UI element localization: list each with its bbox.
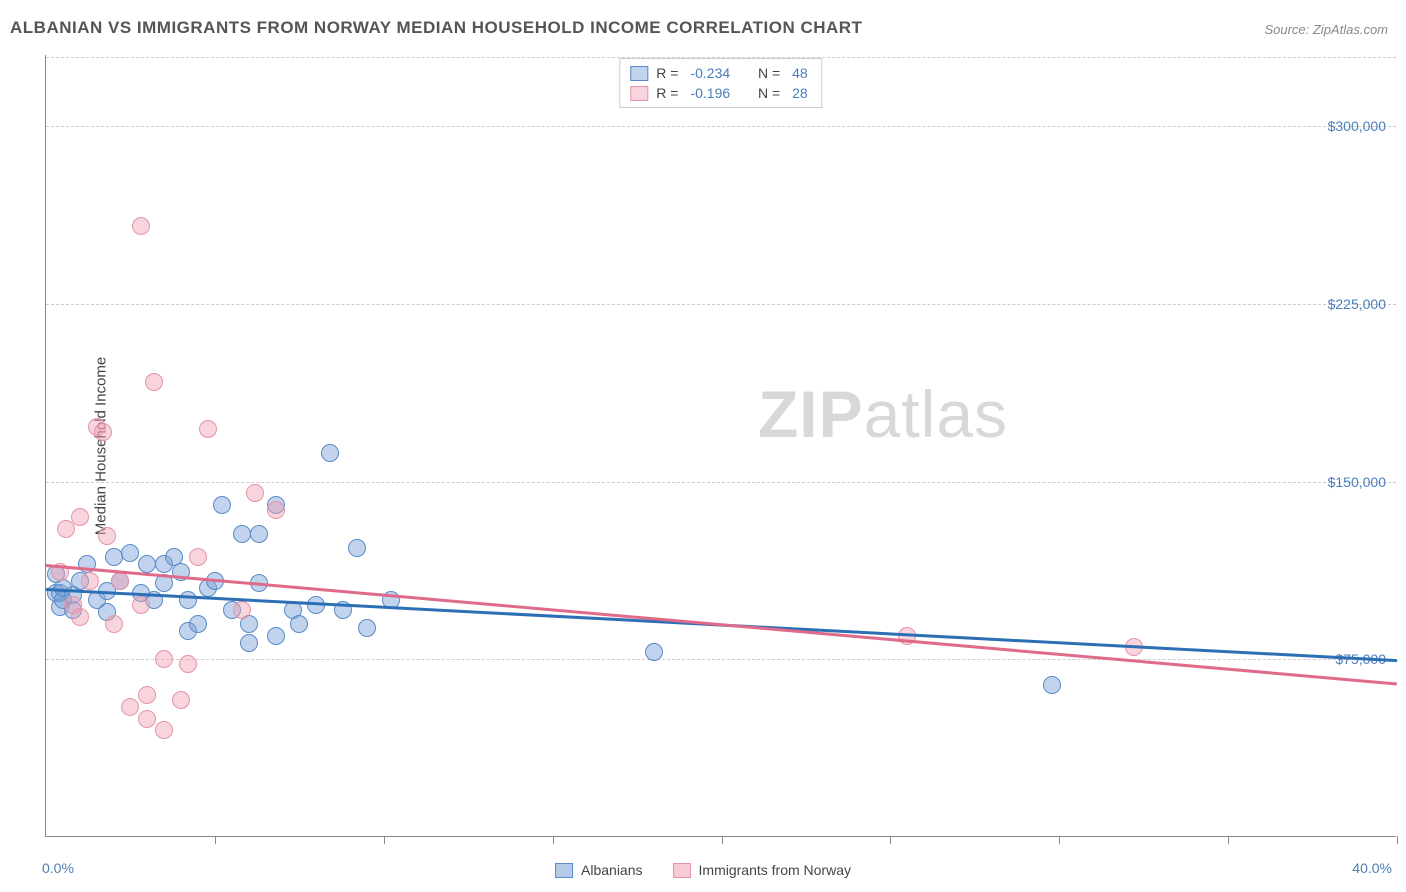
x-tick: [384, 836, 385, 844]
data-point: [138, 710, 156, 728]
legend-label: Albanians: [581, 862, 643, 878]
x-tick: [890, 836, 891, 844]
legend-swatch: [630, 66, 648, 81]
stats-r-label: R =: [656, 65, 678, 81]
legend-swatch: [673, 863, 691, 878]
x-tick: [553, 836, 554, 844]
stats-n-label: N =: [758, 65, 780, 81]
x-tick: [215, 836, 216, 844]
legend-item: Immigrants from Norway: [673, 862, 851, 878]
data-point: [78, 555, 96, 573]
stats-row: R = -0.234 N = 48: [630, 63, 811, 83]
data-point: [1043, 676, 1061, 694]
data-point: [105, 615, 123, 633]
data-point: [250, 525, 268, 543]
stats-n-value: 48: [792, 65, 808, 81]
stats-legend-box: R = -0.234 N = 48 R = -0.196 N = 28: [619, 58, 822, 108]
legend-swatch: [555, 863, 573, 878]
x-tick: [1059, 836, 1060, 844]
x-tick: [1397, 836, 1398, 844]
y-tick-label: $150,000: [1286, 474, 1386, 490]
data-point: [267, 627, 285, 645]
data-point: [172, 691, 190, 709]
data-point: [321, 444, 339, 462]
data-point: [233, 525, 251, 543]
data-point: [111, 572, 129, 590]
chart-title: ALBANIAN VS IMMIGRANTS FROM NORWAY MEDIA…: [10, 18, 862, 38]
stats-n-value: 28: [792, 85, 808, 101]
gridline: [46, 304, 1396, 305]
data-point: [71, 508, 89, 526]
data-point: [358, 619, 376, 637]
watermark-bold: ZIP: [758, 377, 864, 451]
data-point: [645, 643, 663, 661]
data-point: [213, 496, 231, 514]
data-point: [138, 555, 156, 573]
data-point: [189, 615, 207, 633]
data-point: [155, 721, 173, 739]
data-point: [94, 423, 112, 441]
x-tick: [722, 836, 723, 844]
legend-swatch: [630, 86, 648, 101]
source-label: Source: ZipAtlas.com: [1264, 22, 1388, 37]
plot-area: ZIPatlas R =-0.234 N =48R =-0.196 N =28 …: [45, 55, 1396, 837]
data-point: [233, 601, 251, 619]
data-point: [240, 634, 258, 652]
data-point: [145, 373, 163, 391]
x-tick: [1228, 836, 1229, 844]
data-point: [71, 608, 89, 626]
data-point: [105, 548, 123, 566]
data-point: [132, 596, 150, 614]
stats-r-label: R =: [656, 85, 678, 101]
stats-n-label: N =: [758, 85, 780, 101]
data-point: [98, 527, 116, 545]
data-point: [267, 501, 285, 519]
data-point: [155, 650, 173, 668]
data-point: [81, 572, 99, 590]
y-tick-label: $300,000: [1286, 118, 1386, 134]
data-point: [121, 544, 139, 562]
data-point: [179, 655, 197, 673]
gridline: [46, 126, 1396, 127]
stats-row: R = -0.196 N = 28: [630, 83, 811, 103]
x-axis-max-label: 40.0%: [1352, 860, 1392, 876]
watermark: ZIPatlas: [758, 376, 1008, 452]
gridline: [46, 482, 1396, 483]
data-point: [348, 539, 366, 557]
data-point: [246, 484, 264, 502]
x-axis-min-label: 0.0%: [42, 860, 74, 876]
stats-r-value: -0.196: [690, 85, 730, 101]
watermark-light: atlas: [864, 377, 1008, 451]
data-point: [199, 420, 217, 438]
y-tick-label: $225,000: [1286, 296, 1386, 312]
stats-r-value: -0.234: [690, 65, 730, 81]
data-point: [132, 217, 150, 235]
data-point: [121, 698, 139, 716]
bottom-legend: Albanians Immigrants from Norway: [555, 862, 851, 878]
data-point: [290, 615, 308, 633]
correlation-chart: ALBANIAN VS IMMIGRANTS FROM NORWAY MEDIA…: [0, 0, 1406, 892]
data-point: [138, 686, 156, 704]
data-point: [189, 548, 207, 566]
gridline: [46, 57, 1396, 58]
legend-label: Immigrants from Norway: [699, 862, 851, 878]
legend-item: Albanians: [555, 862, 643, 878]
data-point: [179, 591, 197, 609]
gridline: [46, 659, 1396, 660]
